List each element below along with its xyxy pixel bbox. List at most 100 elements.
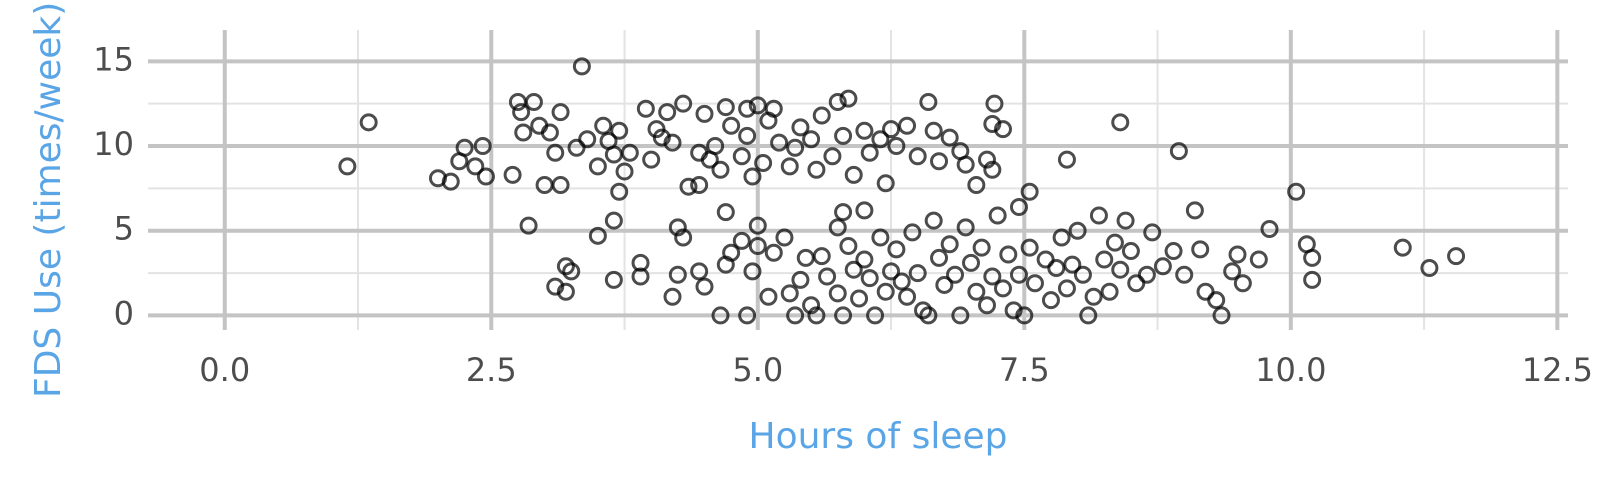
point: [551, 103, 570, 122]
point: [1052, 228, 1071, 247]
point: [951, 306, 970, 325]
point: [716, 98, 735, 117]
point: [1089, 206, 1108, 225]
point: [1207, 291, 1226, 310]
point: [690, 175, 709, 194]
point: [674, 94, 693, 113]
y-tick-label: 15: [93, 40, 134, 78]
point: [818, 267, 837, 286]
point: [1020, 182, 1039, 201]
point: [620, 143, 639, 162]
point: [985, 94, 1004, 113]
y-tick-label: 10: [93, 125, 134, 163]
point: [631, 267, 650, 286]
point: [791, 270, 810, 289]
point: [855, 250, 874, 269]
point: [1196, 282, 1215, 301]
point: [604, 270, 623, 289]
point: [716, 203, 735, 222]
point: [876, 174, 895, 193]
point: [1191, 240, 1210, 259]
point: [1153, 257, 1172, 276]
point: [839, 89, 858, 108]
point: [860, 143, 879, 162]
point: [535, 175, 554, 194]
point: [871, 130, 890, 149]
point: [338, 157, 357, 176]
point: [748, 236, 767, 255]
point: [658, 103, 677, 122]
point: [359, 113, 378, 132]
point: [1127, 274, 1146, 293]
point: [967, 282, 986, 301]
point: [786, 306, 805, 325]
point: [679, 177, 698, 196]
point: [524, 92, 543, 111]
point: [615, 162, 634, 181]
point: [977, 296, 996, 315]
point: [1249, 250, 1268, 269]
point: [1009, 198, 1028, 217]
point: [732, 231, 751, 250]
point: [1036, 250, 1055, 269]
point: [887, 137, 906, 156]
point: [1041, 291, 1060, 310]
point: [1169, 142, 1188, 161]
point: [1111, 113, 1130, 132]
y-tick-label: 5: [114, 210, 134, 248]
point: [732, 147, 751, 166]
point: [1143, 223, 1162, 242]
point: [519, 216, 538, 235]
point: [764, 99, 783, 118]
point: [1303, 248, 1322, 267]
x-axis-title: Hours of sleep: [749, 416, 1008, 457]
point: [556, 282, 575, 301]
point: [674, 228, 693, 247]
point: [802, 296, 821, 315]
point: [738, 99, 757, 118]
point: [924, 211, 943, 230]
point: [441, 172, 460, 191]
point: [956, 218, 975, 237]
point: [882, 262, 901, 281]
point: [551, 175, 570, 194]
point: [748, 216, 767, 235]
point: [668, 265, 687, 284]
point: [663, 287, 682, 306]
point: [594, 116, 613, 135]
point: [940, 128, 959, 147]
point: [546, 277, 565, 296]
point: [711, 306, 730, 325]
point: [940, 235, 959, 254]
point: [562, 262, 581, 281]
point: [588, 226, 607, 245]
point: [844, 165, 863, 184]
point: [930, 248, 949, 267]
point: [807, 306, 826, 325]
point: [834, 306, 853, 325]
point: [999, 245, 1018, 264]
point: [962, 253, 981, 272]
point: [1164, 242, 1183, 261]
point: [759, 287, 778, 306]
point: [754, 153, 773, 172]
point: [908, 147, 927, 166]
point: [892, 272, 911, 291]
point: [1047, 259, 1066, 278]
point: [908, 264, 927, 283]
point: [823, 147, 842, 166]
point: [1057, 279, 1076, 298]
point: [898, 116, 917, 135]
point: [914, 301, 933, 320]
point: [1228, 245, 1247, 264]
point: [588, 157, 607, 176]
point: [663, 133, 682, 152]
point: [834, 203, 853, 222]
point: [1233, 274, 1252, 293]
point: [711, 160, 730, 179]
point: [839, 236, 858, 255]
point: [887, 240, 906, 259]
point: [706, 137, 725, 156]
point: [1079, 306, 1098, 325]
point: [930, 152, 949, 171]
